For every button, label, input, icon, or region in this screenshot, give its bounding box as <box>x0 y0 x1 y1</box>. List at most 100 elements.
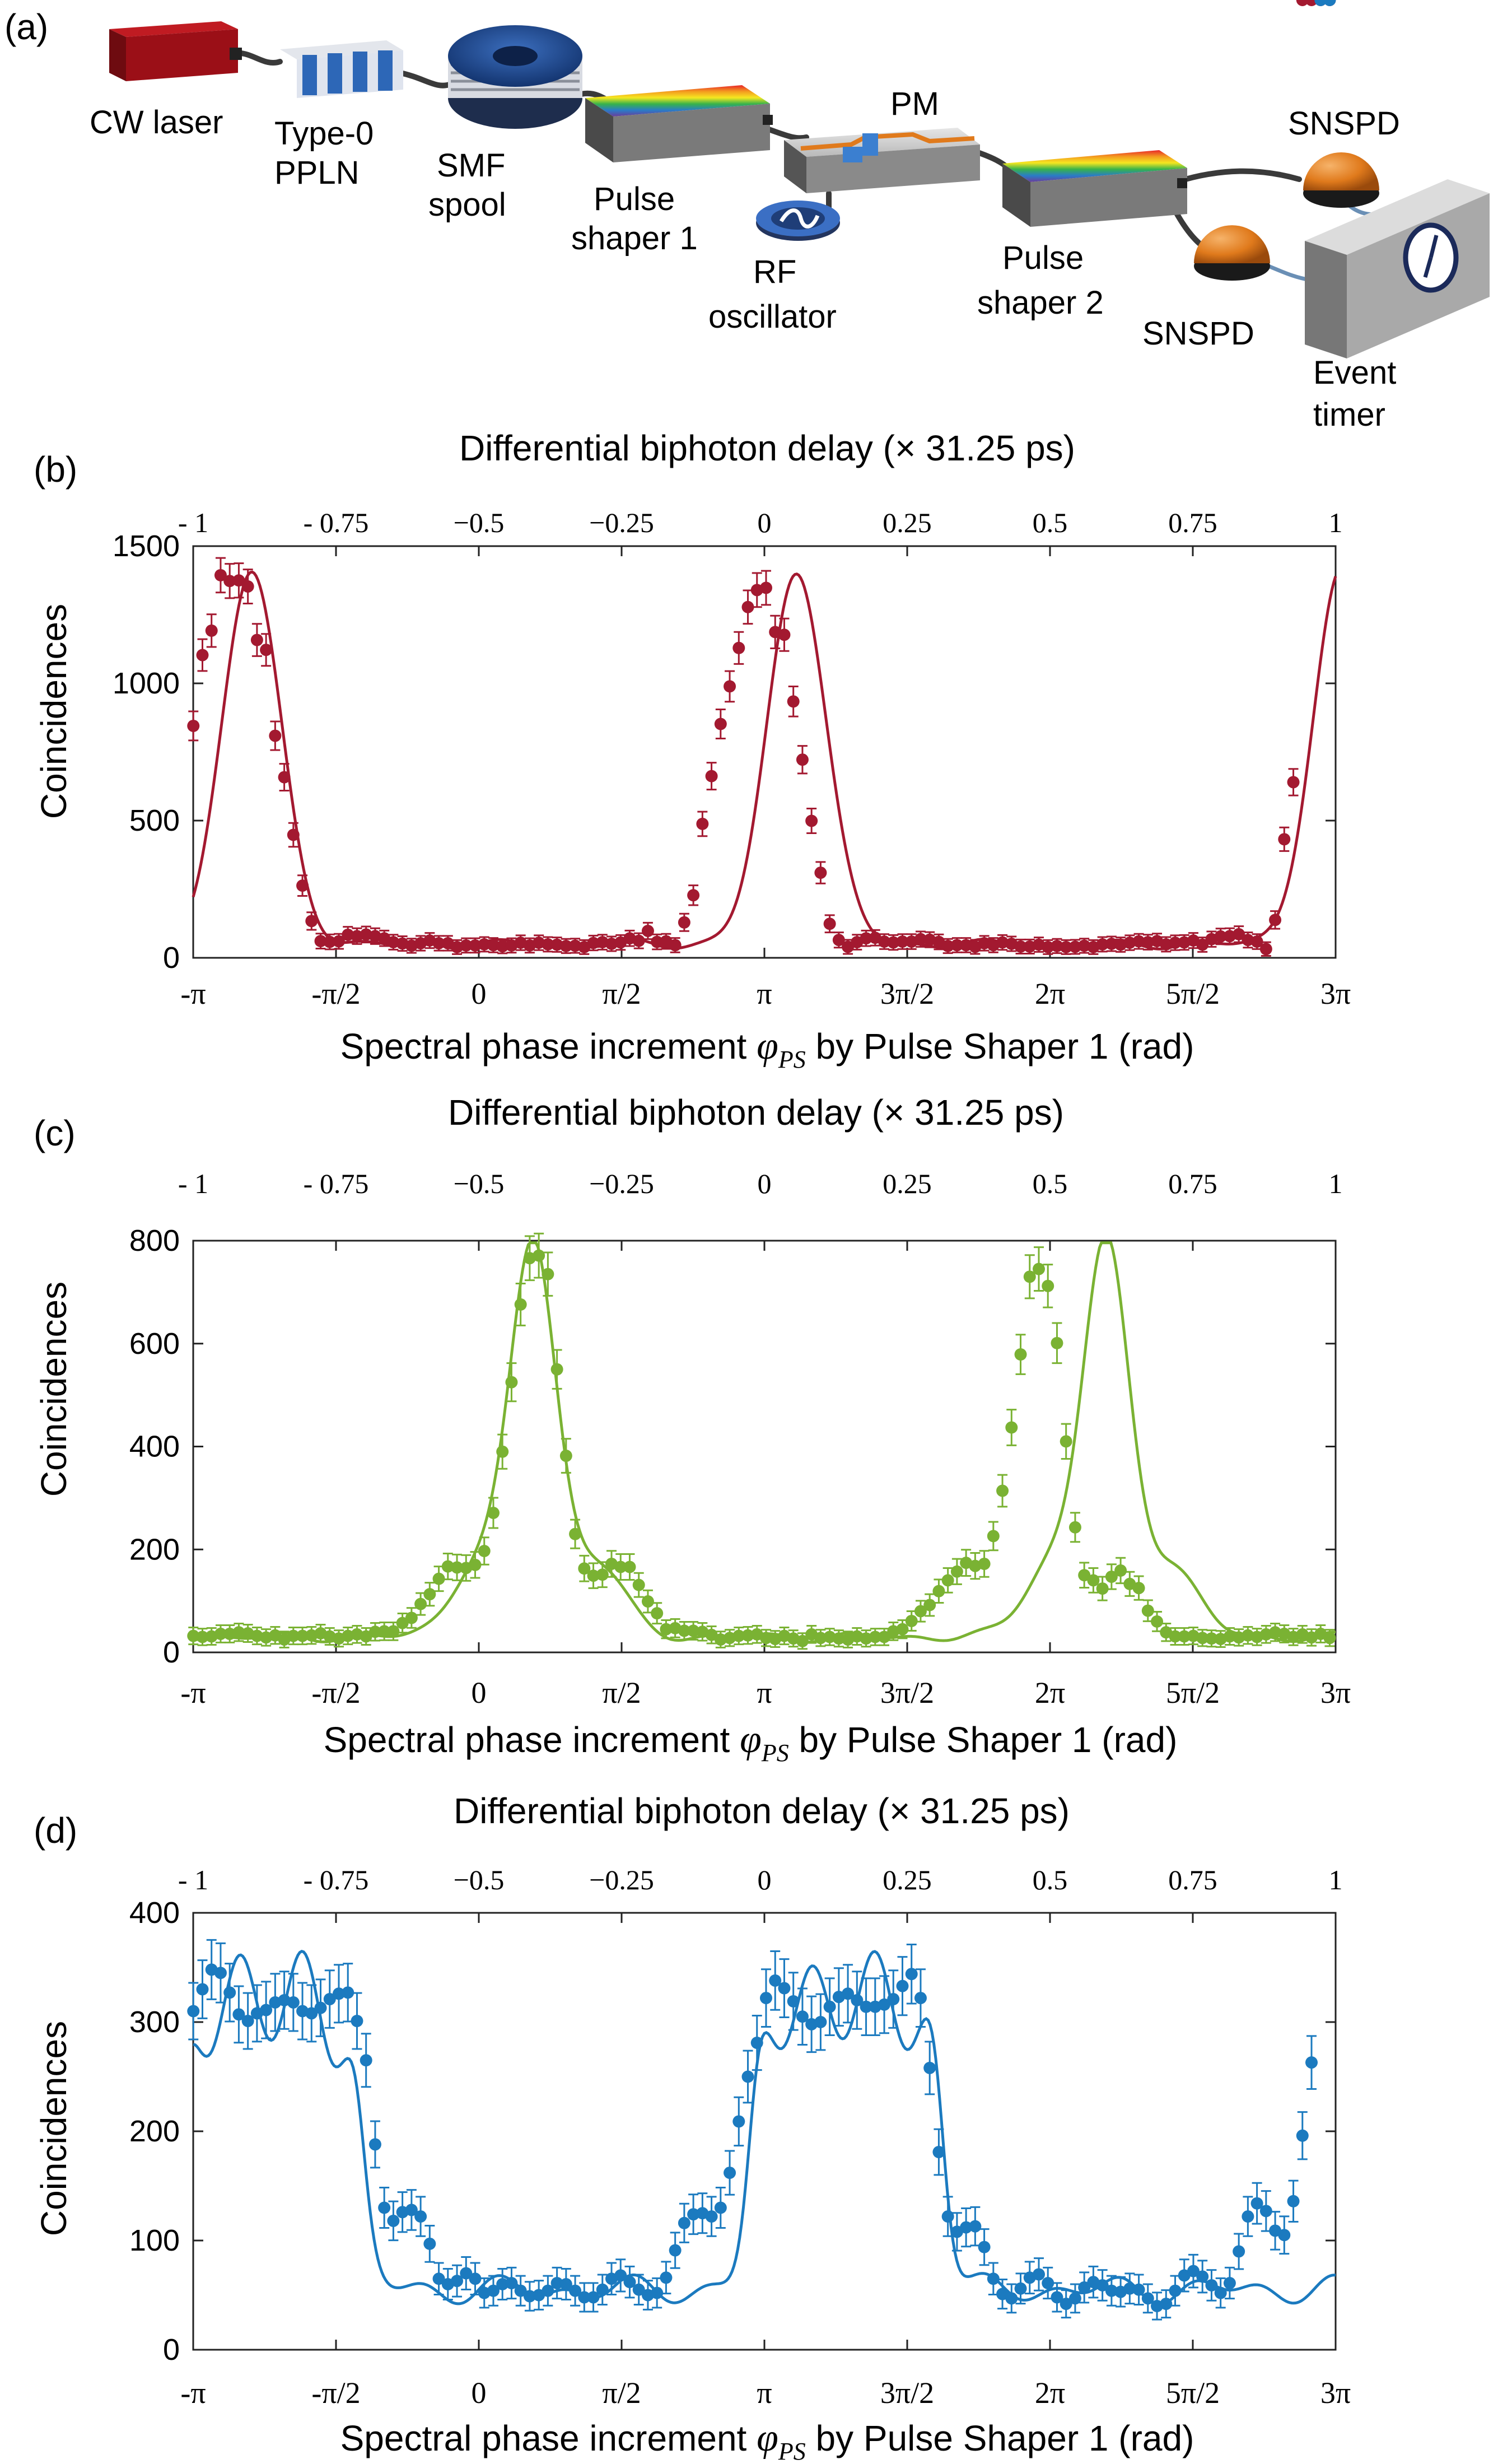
panel-b-marker <box>305 915 318 928</box>
panel-b-data-point <box>814 861 827 884</box>
panel-c-data-point <box>387 1621 400 1641</box>
panel-b-marker <box>678 916 690 929</box>
panel-d-marker <box>1042 2277 1054 2290</box>
panel-d-marker <box>887 1993 900 2006</box>
panel-d-marker <box>378 2201 391 2214</box>
panel-b-y-tick-label: 1500 <box>113 529 180 563</box>
panel-c-marker <box>905 1614 918 1627</box>
panel-d-marker <box>1014 2282 1027 2295</box>
panel-d-data-point <box>314 1978 327 2037</box>
panel-d-data-point <box>623 2265 636 2299</box>
panel-d-marker <box>187 2005 200 2018</box>
panel-b-data-point <box>487 937 500 953</box>
panel-d-top-tick-label: −0.25 <box>589 1864 654 1895</box>
panel-c-marker <box>614 1561 627 1573</box>
panel-d-marker <box>523 2290 536 2303</box>
panel-b-data-point <box>1123 934 1136 951</box>
panel-b-marker <box>1287 776 1300 789</box>
panel-d-data-point <box>669 2232 682 2269</box>
panel-d-data-point <box>1187 2253 1200 2289</box>
panel-c-marker <box>996 1484 1009 1497</box>
event-timer-device <box>1305 179 1490 358</box>
panel-b-x-tick-label: 0 <box>472 977 487 1010</box>
panel-b-marker <box>241 580 254 593</box>
panel-d-data-point <box>1105 2275 1118 2307</box>
panel-b-data-point <box>1287 768 1300 797</box>
panel-d-marker <box>614 2269 627 2282</box>
panel-d-data-point <box>814 1993 827 2051</box>
panel-d-marker <box>469 2272 482 2285</box>
panel-d-data-point <box>1068 2283 1081 2314</box>
panel-d-data-point <box>1205 2269 1218 2302</box>
panel-d-data-point <box>1287 2179 1300 2223</box>
panel-c-x-tick-label: π <box>757 1676 772 1710</box>
panel-b-top-tick-label: 0 <box>758 507 772 538</box>
panel-d-marker <box>678 2216 690 2229</box>
panel-d-data-point <box>914 1968 927 2028</box>
panel-c-data-point <box>296 1627 309 1646</box>
snspd-top-device <box>1303 152 1379 208</box>
panel-d-data-point <box>487 2275 500 2307</box>
panel-c-marker <box>1005 1421 1018 1434</box>
panel-d-data-point <box>787 1972 800 2031</box>
panel-d-data-point <box>759 1968 772 2028</box>
panel-d-marker <box>1096 2279 1109 2291</box>
panel-d-data-point <box>632 2274 645 2305</box>
phase-modulator-device <box>784 128 980 193</box>
panel-b-data-point <box>842 939 855 955</box>
panel-b-data-point <box>287 822 300 848</box>
panel-b-data-point <box>878 933 891 950</box>
panel-c-data-point <box>823 1628 836 1646</box>
panel-c-x-tick-label: 3π <box>1320 1676 1351 1710</box>
panel-c-data-point <box>814 1629 827 1647</box>
panel-c-marker <box>223 1627 236 1640</box>
panel-b-data-point <box>1096 936 1109 953</box>
panel-b-marker <box>205 624 218 637</box>
panel-d-marker <box>241 2015 254 2028</box>
panel-c-data-point <box>1223 1627 1236 1646</box>
panel-b-x-axis-title: Spectral phase increment φPS by Pulse Sh… <box>340 1024 1194 1073</box>
panel-c-marker <box>632 1578 645 1591</box>
panel-b-y-axis-title: Coincidences <box>34 604 74 819</box>
panel-c-marker <box>1178 1630 1191 1643</box>
panel-b-data-point <box>759 570 772 606</box>
panel-d-top-tick-label: - 1 <box>178 1864 208 1895</box>
panel-b-marker <box>724 680 736 693</box>
panel-d-data-point <box>687 2193 700 2235</box>
panel-b-data-point <box>587 934 600 952</box>
panel-d-marker <box>550 2277 563 2290</box>
panel-d-data-point <box>232 1985 245 2044</box>
label-rf-oscillator: RF oscillator <box>708 254 837 335</box>
panel-b-marker <box>323 935 336 948</box>
panel-c-marker <box>487 1507 500 1520</box>
panel-d-data-point <box>1141 2283 1154 2314</box>
panel-d-marker <box>932 2146 945 2159</box>
panel-b-data-point <box>1278 826 1291 852</box>
panel-b-marker <box>287 828 300 841</box>
panel-c-data-point <box>1151 1611 1164 1632</box>
panel-b-data-point <box>778 617 791 652</box>
panel-d-data-point <box>378 2186 391 2229</box>
panel-d-data-point <box>1296 2111 1309 2160</box>
label-pulse-shaper-1: Pulse shaper 1 <box>571 181 698 257</box>
panel-c-y-axis-title: Coincidences <box>34 1282 74 1497</box>
panel-b-data-point <box>478 936 491 953</box>
panel-c-marker <box>469 1558 482 1571</box>
panel-d-data-point <box>214 1942 227 2004</box>
panel-c-marker <box>368 1625 381 1638</box>
panel-c-top-tick-label: −0.25 <box>589 1168 654 1199</box>
panel-b-marker <box>1078 939 1091 952</box>
panel-b-label: (b) <box>34 449 77 490</box>
panel-d-data-point <box>287 1973 300 2032</box>
panel-d-marker <box>759 1992 772 2005</box>
panel-d-data-point <box>578 2282 591 2313</box>
panel-b-data-point <box>542 936 554 953</box>
panel-b-marker <box>1014 940 1027 953</box>
panel-b-data-point <box>1042 939 1054 955</box>
panel-b-marker <box>1160 938 1173 951</box>
panel-b-marker <box>669 939 682 952</box>
panel-d-chart: (d) Differential biphoton delay (× 31.25… <box>34 0 1351 2464</box>
panel-d-data-point <box>1278 2215 1291 2255</box>
panel-b-data-point <box>496 938 509 954</box>
panel-d-marker <box>905 1968 918 1981</box>
